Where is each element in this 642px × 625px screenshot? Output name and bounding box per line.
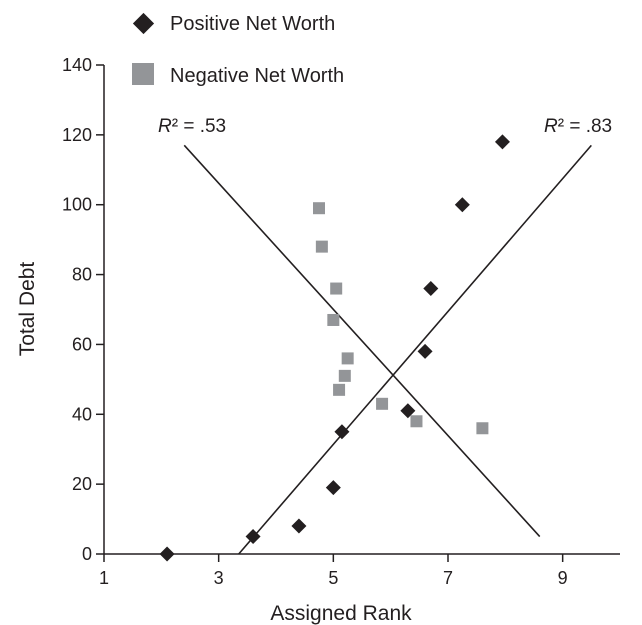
legend-label-positive: Positive Net Worth (170, 13, 335, 35)
legend-label-negative: Negative Net Worth (170, 65, 344, 87)
legend-marker-diamond (132, 12, 155, 35)
y-tick-label: 100 (62, 195, 92, 215)
point-negative (315, 240, 328, 253)
point-negative (330, 282, 343, 295)
y-ticks: 0 20 40 60 80 100 120 140 (62, 55, 104, 564)
y-tick-label: 120 (62, 125, 92, 145)
x-tick-label: 9 (558, 568, 568, 588)
r2-label-negative: R² = .53 (158, 116, 226, 137)
point-positive (291, 518, 307, 534)
point-positive (334, 424, 350, 440)
y-tick-label: 20 (72, 474, 92, 494)
point-positive (423, 281, 439, 297)
x-tick-label: 1 (99, 568, 109, 588)
point-positive (159, 546, 175, 562)
point-positive (417, 343, 433, 359)
point-negative (333, 383, 346, 396)
x-ticks: 1 3 5 7 9 (99, 554, 568, 588)
legend: Positive Net Worth Negative Net Worth (132, 12, 344, 87)
r2-labels: R² = .53 R² = .83 (158, 116, 612, 137)
point-positive (325, 480, 341, 496)
data-points (159, 134, 510, 562)
point-positive (400, 403, 416, 419)
x-tick-label: 5 (328, 568, 338, 588)
trendline-negative (183, 144, 541, 538)
x-tick-label: 7 (443, 568, 453, 588)
point-negative (338, 369, 351, 382)
axes: 0 20 40 60 80 100 120 140 1 3 5 7 9 Assigned Rank T… (16, 55, 620, 625)
y-tick-label: 60 (72, 334, 92, 354)
point-positive (494, 134, 510, 150)
point-negative (341, 352, 354, 365)
x-tick-label: 3 (214, 568, 224, 588)
point-positive (245, 529, 261, 545)
point-negative (410, 415, 423, 428)
point-negative (376, 397, 389, 410)
trendline-positive (238, 144, 592, 555)
point-positive (454, 197, 470, 213)
point-negative (327, 313, 340, 326)
y-tick-label: 40 (72, 404, 92, 424)
y-tick-label: 80 (72, 265, 92, 285)
x-axis-title: Assigned Rank (270, 602, 412, 625)
y-axis-title: Total Debt (16, 262, 39, 357)
y-tick-label: 0 (82, 544, 92, 564)
legend-item-positive: Positive Net Worth (132, 12, 335, 35)
y-tick-label: 140 (62, 55, 92, 75)
r2-label-positive: R² = .83 (544, 116, 612, 137)
point-negative (476, 422, 489, 435)
trendlines (183, 144, 592, 555)
legend-marker-square (132, 63, 154, 85)
point-negative (313, 202, 325, 215)
legend-item-negative: Negative Net Worth (132, 63, 344, 87)
